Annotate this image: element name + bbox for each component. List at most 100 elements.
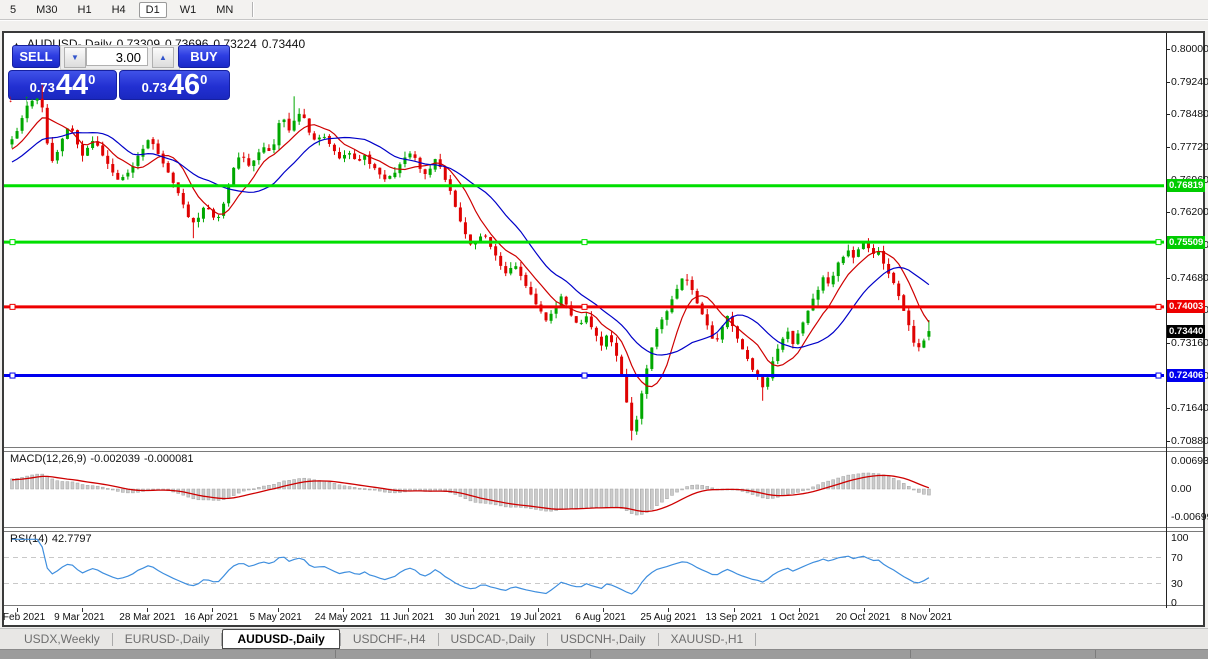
rsi-axis-label: 0	[1171, 597, 1177, 609]
date-label: 24 May 2021	[314, 612, 373, 623]
price-tick	[1166, 81, 1170, 83]
macd-axis-label: -0.006993	[1171, 511, 1208, 523]
price-tick-label: 0.73160	[1171, 337, 1208, 350]
tab-usdcnh-daily[interactable]: USDCNH-,Daily	[560, 632, 646, 646]
tab-usdchf-h4[interactable]: USDCHF-,H4	[352, 632, 426, 646]
date-tick	[538, 608, 540, 612]
date-label: 9 Mar 2021	[54, 612, 105, 623]
date-label: 8 Nov 2021	[900, 612, 953, 623]
macd-name: MACD(12,26,9)	[10, 453, 87, 465]
tab-audusd-daily[interactable]: AUDUSD-,Daily	[222, 629, 340, 649]
price-badge-0.76819: 0.76819	[1167, 179, 1205, 193]
date-label: 18 Feb 2021	[0, 612, 46, 623]
rsi-axis-label: 70	[1171, 551, 1183, 564]
price-tick-label: 0.77720	[1171, 141, 1208, 154]
buy-price-pips: 46	[167, 69, 201, 101]
price-tick-label: 0.80000	[1171, 43, 1208, 55]
macd-signal-value: -0.000081	[143, 453, 194, 465]
volume-increase-button[interactable]: ▲	[152, 47, 174, 68]
one-click-trading-panel: SELL ▼ 3.00 ▲ BUY 0.73 44 0 0.73 46 0	[8, 43, 230, 100]
price-axis-divider	[1166, 33, 1167, 625]
sell-price-pips: 44	[55, 69, 89, 101]
date-tick	[668, 608, 670, 612]
date-label: 5 May 2021	[249, 612, 302, 623]
price-tick	[1166, 408, 1170, 410]
timeframe-button-5[interactable]: 5	[10, 3, 17, 16]
buy-trade-arrow-icon: ↑	[24, 94, 29, 105]
tab-separator	[339, 632, 341, 646]
date-label: 6 Aug 2021	[575, 612, 626, 623]
main-chart-canvas[interactable]	[4, 33, 1164, 447]
macd-label: MACD(12,26,9) -0.002039 -0.000081	[10, 453, 198, 465]
rsi-axis-label: 30	[1171, 577, 1183, 590]
date-label: 1 Oct 2021	[770, 612, 820, 623]
tab-separator	[221, 632, 223, 646]
macd-axis-label: 0.006936	[1171, 455, 1208, 467]
status-strip-divider	[590, 650, 591, 658]
toolbar-gap	[0, 20, 1208, 32]
price-badge-0.73440: 0.73440	[1167, 324, 1205, 338]
timeframe-button-h1[interactable]: H1	[77, 3, 92, 16]
macd-pane[interactable]	[4, 450, 1164, 527]
tab-separator	[755, 632, 757, 646]
date-tick	[472, 608, 474, 612]
buy-button[interactable]: BUY	[178, 45, 230, 68]
macd-axis-label: 0.00	[1171, 483, 1192, 495]
date-tick	[863, 608, 865, 612]
timeframe-button-d1[interactable]: D1	[138, 1, 167, 18]
price-badge-0.75509: 0.75509	[1167, 235, 1205, 249]
price-badge-0.74003: 0.74003	[1167, 300, 1205, 314]
timeframe-button-mn[interactable]: MN	[216, 3, 234, 16]
sell-trade-arrow-icon: ↓	[8, 94, 13, 105]
date-tick	[798, 608, 800, 612]
ohlc-close: 0.73440	[261, 37, 306, 51]
price-tick-label: 0.76200	[1171, 206, 1208, 219]
rsi-pane[interactable]	[4, 530, 1164, 605]
tab-separator	[111, 632, 113, 646]
price-tick	[1166, 441, 1170, 443]
volume-input[interactable]: 3.00	[86, 47, 148, 66]
date-tick	[342, 608, 344, 612]
tab-xauusd-h1[interactable]: XAUUSD-,H1	[670, 632, 744, 646]
price-tick	[1166, 343, 1170, 345]
volume-decrease-button[interactable]: ▼	[64, 47, 86, 68]
price-tick	[1166, 212, 1170, 214]
date-tick	[603, 608, 605, 612]
date-label: 19 Jul 2021	[510, 612, 562, 623]
price-tick	[1166, 147, 1170, 149]
price-tick-label: 0.70880	[1171, 435, 1208, 448]
price-badge-0.72406: 0.72406	[1167, 369, 1205, 383]
price-tick-label: 0.79240	[1171, 75, 1208, 88]
buy-price-base: 0.73	[141, 80, 167, 95]
timeframe-button-m30[interactable]: M30	[36, 3, 58, 16]
tab-usdx-weekly[interactable]: USDX,Weekly	[24, 632, 100, 646]
status-strip-divider	[1095, 650, 1096, 658]
pane-separator[interactable]	[4, 527, 1203, 532]
tab-eurusd-daily[interactable]: EURUSD-,Daily	[124, 632, 210, 646]
date-label: 25 Aug 2021	[640, 612, 697, 623]
buy-price-display[interactable]: 0.73 46 0	[119, 70, 230, 100]
sell-price-display[interactable]: 0.73 44 0	[8, 70, 117, 100]
tab-usdcad-daily[interactable]: USDCAD-,Daily	[450, 632, 536, 646]
buy-price-point: 0	[200, 72, 208, 87]
sell-price-point: 0	[88, 72, 96, 87]
date-label: 11 Jun 2021	[379, 612, 435, 623]
date-tick	[212, 608, 214, 612]
timeframe-button-h4[interactable]: H4	[111, 3, 126, 16]
macd-main-value: -0.002039	[90, 453, 140, 465]
date-label: 28 Mar 2021	[119, 612, 176, 623]
time-axis[interactable]: 18 Feb 2021 9 Mar 2021 28 Mar 2021 16 Apr 2…	[0, 608, 1203, 625]
timeframe-button-w1[interactable]: W1	[179, 3, 197, 16]
date-tick	[82, 608, 84, 612]
sell-button[interactable]: SELL	[12, 45, 60, 68]
date-label: 30 Jun 2021	[444, 612, 501, 623]
timeframe-toolbar: 5 M30 H1 H4 D1 W1 MN	[0, 0, 1208, 20]
price-tick-label: 0.78480	[1171, 108, 1208, 121]
price-tick	[1166, 49, 1170, 50]
pane-separator[interactable]	[4, 447, 1203, 452]
tab-separator	[547, 632, 549, 646]
price-tick-label: 0.74680	[1171, 271, 1208, 284]
price-tick	[1166, 277, 1170, 279]
price-tick	[1166, 114, 1170, 116]
chart-window: ▲AUDUSD-,Daily0.733090.736960.732240.734…	[0, 31, 1208, 627]
